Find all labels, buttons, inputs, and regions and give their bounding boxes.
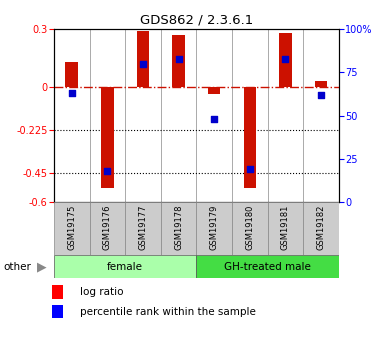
Text: female: female — [107, 262, 143, 272]
Text: percentile rank within the sample: percentile rank within the sample — [80, 307, 256, 317]
Bar — [125, 202, 161, 255]
Text: GSM19177: GSM19177 — [139, 205, 147, 250]
Point — [318, 92, 324, 98]
Bar — [137, 31, 149, 87]
Text: GSM19181: GSM19181 — [281, 205, 290, 250]
Bar — [196, 202, 232, 255]
Bar — [196, 255, 339, 278]
Text: GSM19180: GSM19180 — [245, 205, 254, 250]
Bar — [90, 202, 125, 255]
Bar — [244, 87, 256, 188]
Point — [247, 166, 253, 172]
Bar — [54, 202, 90, 255]
Bar — [52, 285, 63, 298]
Bar — [208, 87, 220, 95]
Text: GSM19176: GSM19176 — [103, 205, 112, 250]
Title: GDS862 / 2.3.6.1: GDS862 / 2.3.6.1 — [140, 14, 253, 27]
Bar — [268, 202, 303, 255]
Point — [69, 90, 75, 96]
Point — [282, 56, 288, 61]
Text: GH-treated male: GH-treated male — [224, 262, 311, 272]
Bar — [279, 33, 291, 87]
Text: GSM19182: GSM19182 — [316, 205, 325, 250]
Point — [104, 168, 110, 174]
Bar — [172, 35, 185, 87]
Bar — [315, 81, 327, 87]
Bar — [161, 202, 196, 255]
Text: ▶: ▶ — [37, 260, 46, 273]
Bar — [232, 202, 268, 255]
Point — [176, 56, 182, 61]
Bar — [65, 62, 78, 87]
Text: GSM19178: GSM19178 — [174, 205, 183, 250]
Text: other: other — [4, 262, 32, 272]
Bar — [303, 202, 339, 255]
Text: log ratio: log ratio — [80, 287, 123, 297]
Point — [140, 61, 146, 67]
Bar — [52, 305, 63, 318]
Text: GSM19175: GSM19175 — [67, 205, 76, 250]
Point — [211, 116, 217, 122]
Bar — [101, 87, 114, 188]
Text: GSM19179: GSM19179 — [210, 205, 219, 250]
Bar — [54, 255, 196, 278]
